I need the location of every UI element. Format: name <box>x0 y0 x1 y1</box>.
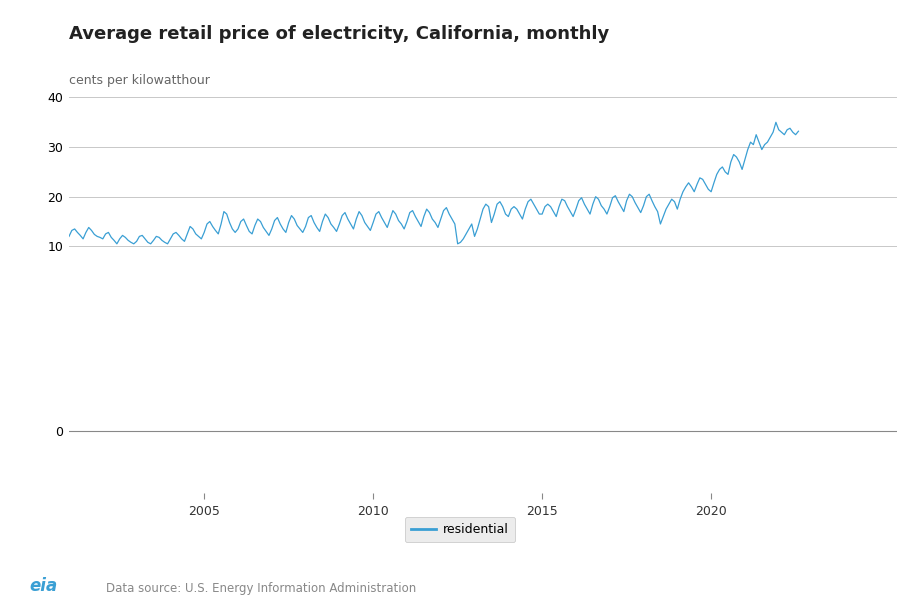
Legend: residential: residential <box>404 517 515 543</box>
Text: cents per kilowatthour: cents per kilowatthour <box>69 74 210 86</box>
Text: Average retail price of electricity, California, monthly: Average retail price of electricity, Cal… <box>69 25 608 42</box>
Text: Data source: U.S. Energy Information Administration: Data source: U.S. Energy Information Adm… <box>106 582 415 595</box>
Text: eia: eia <box>29 577 58 595</box>
